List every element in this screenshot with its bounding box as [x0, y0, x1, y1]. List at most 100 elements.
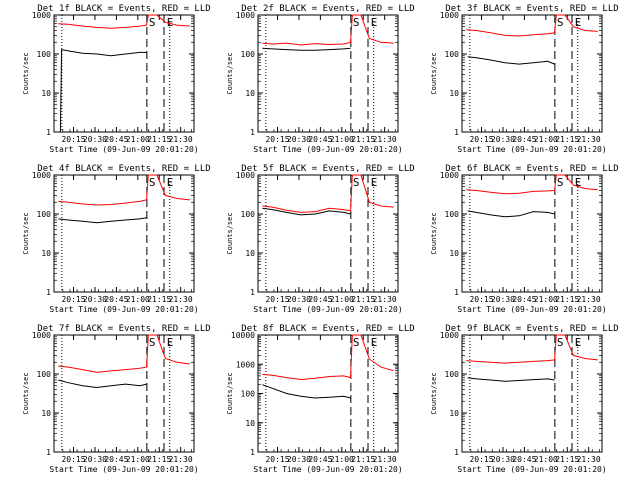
x-tick-label: 21:00 [534, 455, 558, 464]
end-label: E [575, 176, 582, 189]
plot-frame [53, 334, 195, 453]
events-series-line [59, 48, 147, 133]
y-tick-label: 1000 [440, 331, 459, 340]
y-axis-label: Counts/sec [226, 372, 234, 414]
x-tick-label: 21:30 [373, 455, 397, 464]
start-label: S [353, 176, 360, 189]
det-panel-8: Det 8f BLACK = Events, RED = LLD 1 10 100 10… [226, 324, 415, 474]
y-tick-label: 1000 [440, 171, 459, 180]
x-tick-label: 21:00 [126, 455, 150, 464]
plot-frame [257, 174, 399, 293]
x-tick-label: 20:45 [308, 295, 332, 304]
y-tick-label: 1000 [236, 11, 255, 20]
y-tick-label: 1 [454, 288, 459, 297]
y-tick-label: 100 [37, 210, 52, 219]
y-tick-label: 1000 [440, 11, 459, 20]
x-tick-label: 20:15 [469, 295, 493, 304]
x-tick-label: 20:30 [287, 135, 311, 144]
y-tick-label: 1 [46, 448, 51, 457]
lld-series-line [262, 334, 394, 381]
det-panel-4: Det 4f BLACK = Events, RED = LLD 1 10 100 10… [22, 164, 211, 314]
x-tick-label: 21:00 [330, 455, 354, 464]
panel-title: Det 3f BLACK = Events, RED = LLD [445, 4, 618, 14]
x-tick-label: 20:15 [265, 295, 289, 304]
x-tick-label: 21:30 [169, 295, 193, 304]
x-tick-label: 20:45 [512, 455, 536, 464]
x-axis-label: Start Time (09-Jun-09 20:01:20) [253, 305, 402, 314]
y-tick-label: 10 [41, 409, 51, 418]
events-series-line [467, 56, 555, 65]
y-axis-label: Counts/sec [430, 52, 438, 94]
end-label: E [167, 176, 174, 189]
y-axis-label: Counts/sec [22, 212, 30, 254]
lld-series-line [262, 174, 394, 213]
lld-series-line [466, 174, 598, 195]
y-axis-label: Counts/sec [22, 52, 30, 94]
start-label: S [557, 16, 564, 29]
events-series-line [467, 210, 555, 218]
start-label: S [149, 336, 156, 349]
det-panel-2: Det 2f BLACK = Events, RED = LLD 1 10 100 10… [226, 4, 415, 154]
y-tick-label: 1 [454, 128, 459, 137]
events-series-line [58, 379, 147, 389]
y-tick-label: 10 [449, 249, 459, 258]
x-tick-label: 20:15 [265, 455, 289, 464]
x-tick-label: 21:00 [330, 135, 354, 144]
end-label: E [575, 16, 582, 29]
end-label: E [167, 16, 174, 29]
x-tick-label: 20:15 [265, 135, 289, 144]
lld-series-line [262, 14, 394, 46]
events-series-line [58, 217, 147, 224]
det-panel-5: Det 5f BLACK = Events, RED = LLD 1 10 100 10… [226, 164, 415, 314]
x-tick-label: 21:15 [147, 135, 171, 144]
x-tick-label: 21:00 [126, 295, 150, 304]
x-axis-label: Start Time (09-Jun-09 20:01:20) [253, 145, 402, 154]
x-tick-label: 20:30 [83, 455, 107, 464]
start-label: S [557, 176, 564, 189]
end-label: E [167, 336, 174, 349]
x-tick-label: 21:00 [330, 295, 354, 304]
start-label: S [149, 176, 156, 189]
x-tick-label: 21:15 [147, 455, 171, 464]
panel-title: Det 1f BLACK = Events, RED = LLD [37, 4, 210, 14]
x-axis-label: Start Time (09-Jun-09 20:01:20) [457, 465, 606, 474]
x-tick-label: 20:15 [61, 455, 85, 464]
events-series-line [467, 377, 555, 382]
y-tick-label: 1000 [32, 331, 51, 340]
x-tick-label: 21:30 [373, 135, 397, 144]
x-tick-label: 20:30 [491, 135, 515, 144]
x-axis-label: Start Time (09-Jun-09 20:01:20) [457, 305, 606, 314]
x-tick-label: 20:30 [83, 135, 107, 144]
end-label: E [371, 336, 378, 349]
y-tick-label: 1000 [236, 360, 255, 369]
panel-title: Det 5f BLACK = Events, RED = LLD [241, 164, 414, 174]
x-axis-label: Start Time (09-Jun-09 20:01:20) [49, 465, 198, 474]
panel-title: Det 7f BLACK = Events, RED = LLD [37, 324, 210, 334]
det-panel-6: Det 6f BLACK = Events, RED = LLD 1 10 100 10… [430, 164, 619, 314]
end-label: E [371, 176, 378, 189]
y-tick-label: 1 [250, 288, 255, 297]
y-axis-label: Counts/sec [430, 212, 438, 254]
x-tick-label: 20:30 [491, 295, 515, 304]
x-tick-label: 21:00 [126, 135, 150, 144]
lld-series-line [58, 14, 190, 29]
x-tick-label: 20:30 [287, 295, 311, 304]
x-tick-label: 20:45 [104, 135, 128, 144]
x-axis-label: Start Time (09-Jun-09 20:01:20) [457, 145, 606, 154]
events-series-line [262, 207, 351, 216]
x-tick-label: 21:00 [534, 135, 558, 144]
x-tick-label: 20:45 [308, 455, 332, 464]
y-tick-label: 100 [37, 50, 52, 59]
start-label: S [353, 336, 360, 349]
plot-frame [257, 334, 399, 453]
y-tick-label: 1000 [32, 11, 51, 20]
plot-frame [257, 14, 399, 133]
x-tick-label: 21:30 [373, 295, 397, 304]
plot-frame [53, 174, 195, 293]
y-tick-label: 1 [46, 128, 51, 137]
y-tick-label: 10 [41, 249, 51, 258]
lld-series-line [466, 14, 598, 37]
x-tick-label: 20:15 [469, 135, 493, 144]
panel-title: Det 8f BLACK = Events, RED = LLD [241, 324, 414, 334]
